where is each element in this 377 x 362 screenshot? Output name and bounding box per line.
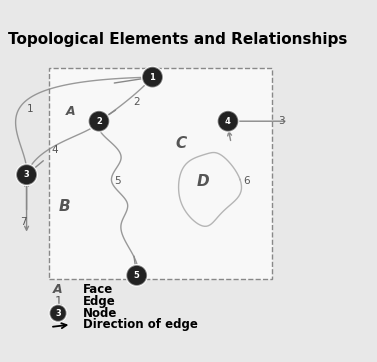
Text: 1: 1: [54, 295, 62, 308]
Circle shape: [126, 264, 148, 287]
Circle shape: [51, 306, 65, 320]
Text: Face: Face: [83, 283, 113, 296]
Text: Node: Node: [83, 307, 118, 320]
Text: Direction of edge: Direction of edge: [83, 318, 198, 331]
Circle shape: [217, 110, 239, 132]
Circle shape: [144, 68, 161, 86]
Text: 5: 5: [134, 271, 139, 280]
Text: 4: 4: [52, 144, 58, 155]
Text: 5: 5: [115, 176, 121, 186]
Text: 1: 1: [26, 104, 33, 114]
Text: A: A: [53, 283, 63, 296]
Text: 3: 3: [278, 116, 285, 126]
Circle shape: [219, 112, 237, 130]
Circle shape: [142, 67, 163, 88]
Text: 1: 1: [150, 73, 155, 82]
Text: C: C: [175, 136, 186, 151]
Bar: [49, 68, 272, 279]
Circle shape: [15, 163, 38, 186]
Text: 3: 3: [55, 309, 61, 318]
Circle shape: [141, 66, 164, 88]
Circle shape: [218, 111, 238, 132]
Circle shape: [128, 266, 146, 284]
Circle shape: [18, 166, 35, 184]
Text: 6: 6: [244, 176, 250, 186]
Circle shape: [126, 265, 147, 286]
Text: 3: 3: [24, 170, 29, 179]
Circle shape: [49, 305, 66, 322]
Text: Edge: Edge: [83, 295, 116, 308]
Circle shape: [49, 304, 67, 323]
Text: A: A: [66, 105, 75, 118]
Circle shape: [89, 111, 109, 132]
Text: 4: 4: [225, 117, 231, 126]
Circle shape: [16, 164, 37, 185]
Circle shape: [87, 110, 110, 132]
Text: D: D: [196, 173, 209, 189]
Text: 2: 2: [133, 97, 140, 107]
Text: B: B: [58, 199, 70, 214]
Text: 7: 7: [20, 217, 27, 227]
Circle shape: [90, 112, 108, 130]
Text: 2: 2: [96, 117, 102, 126]
Text: Topological Elements and Relationships: Topological Elements and Relationships: [8, 31, 347, 46]
